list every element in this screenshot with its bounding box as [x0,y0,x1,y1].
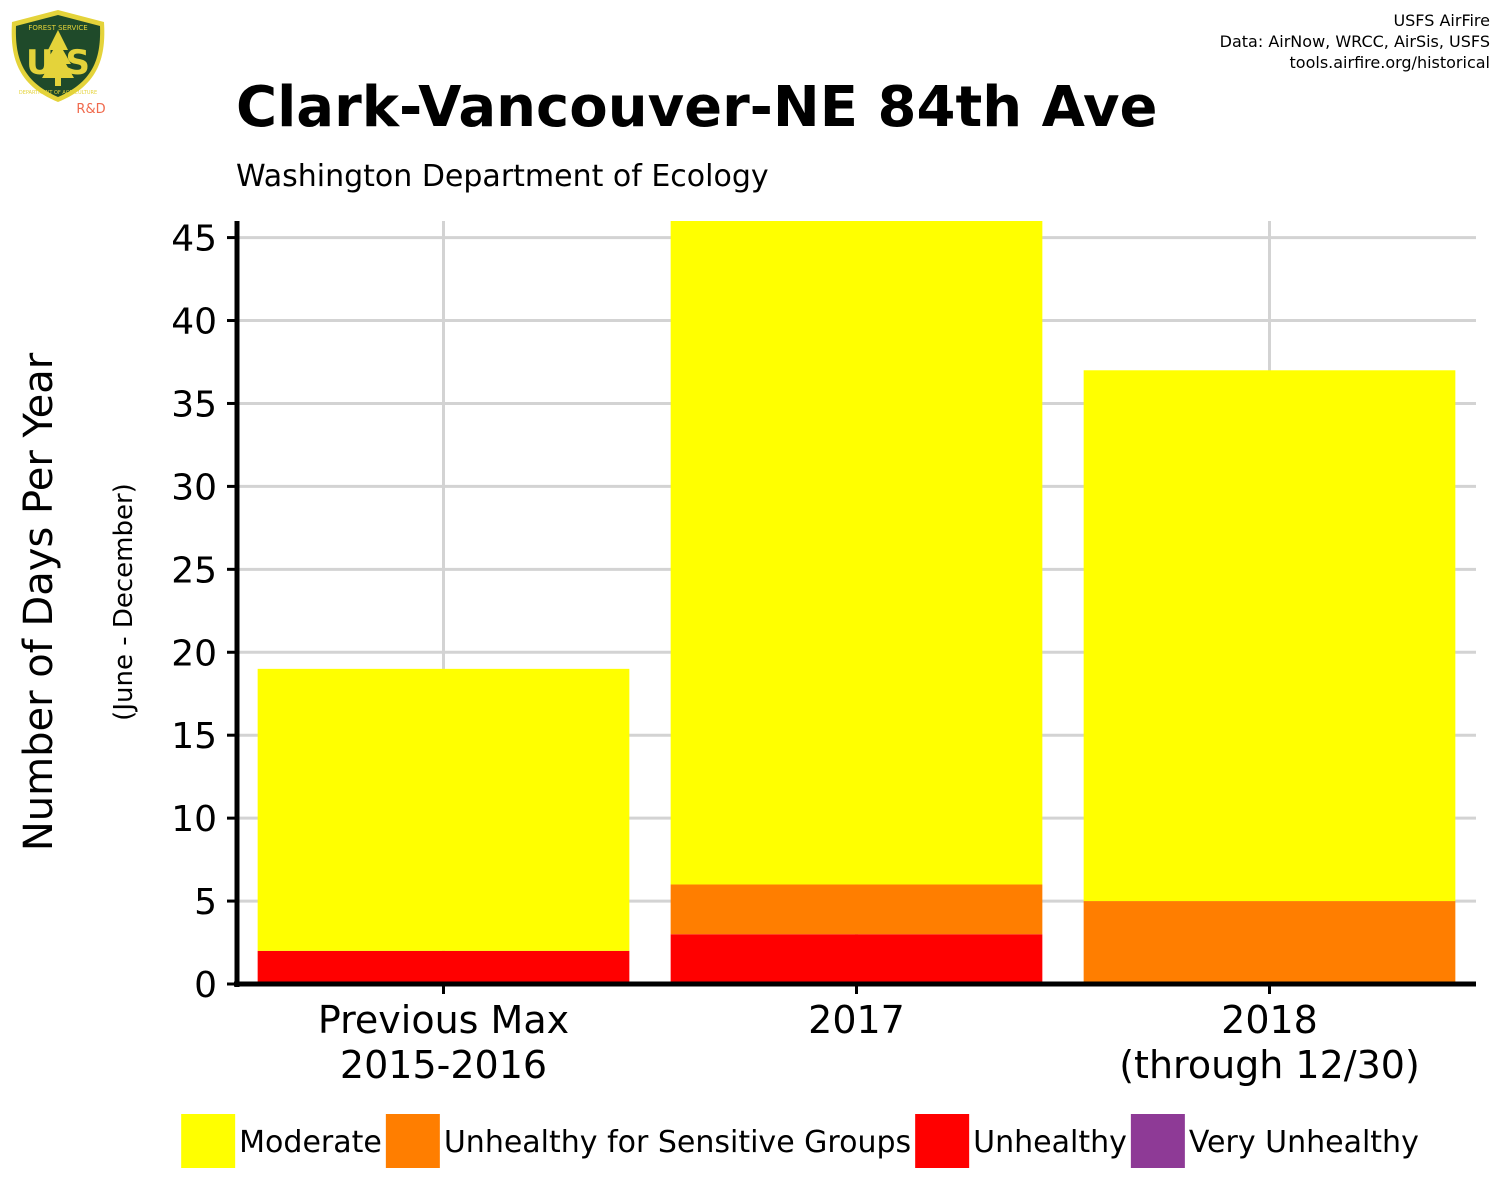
credit-line-1: USFS AirFire [1393,11,1490,30]
bar-segment [670,884,1043,935]
credit-line-2: Data: AirNow, WRCC, AirSis, USFS [1220,32,1490,51]
legend-swatch [385,1114,440,1168]
y-tick-label: 20 [171,633,217,674]
logo-top-text: FOREST SERVICE [28,24,87,32]
logo-rd-tag: R&D [76,102,105,117]
legend-swatch [181,1114,236,1168]
bar-segment [1083,370,1456,902]
legend-label: Moderate [239,1125,382,1160]
legend-swatch [915,1114,970,1168]
legend-label: Unhealthy [973,1125,1127,1160]
bar-segment [1083,901,1456,984]
axes [227,221,1476,994]
y-tick-label: 15 [171,716,217,757]
legend-label: Unhealthy for Sensitive Groups [444,1125,911,1160]
bar-segment [257,668,630,951]
x-tick-label: Previous Max [318,998,569,1042]
legend-label: Very Unhealthy [1189,1125,1419,1160]
bar-segment [670,221,1043,885]
chart-title: Clark-Vancouver-NE 84th Ave [236,75,1157,140]
bars [257,221,1456,984]
logo-bottom-text: DEPARTMENT OF AGRICULTURE [19,90,97,96]
y-axis-subtitle: (June - December) [109,483,139,721]
y-tick-label: 30 [171,467,217,508]
x-tick-label: 2018 [1221,998,1318,1042]
y-tick-label: 35 [171,384,217,425]
credit-line-3: tools.airfire.org/historical [1290,53,1490,72]
y-tick-label: 45 [171,219,217,260]
x-tick-label: 2015-2016 [340,1043,547,1087]
tree-trunk-icon [55,78,61,86]
y-tick-label: 25 [171,550,217,591]
y-tick-label: 0 [194,965,217,1006]
legend-swatch [1130,1114,1185,1168]
y-axis-title: Number of Days Per Year [16,352,62,851]
legend: Moderate Unhealthy for Sensitive Groups Un… [181,1114,1419,1168]
x-tick-label: (through 12/30) [1119,1043,1420,1087]
logo-letters: U S [26,43,90,83]
usfs-shield-logo: FOREST SERVICE U S DEPARTMENT OF AGRICUL… [11,10,106,117]
x-tick-label: 2017 [808,998,905,1042]
bar-segment [670,934,1043,984]
y-tick-label: 40 [171,302,217,343]
pine-tree-icon [42,30,74,78]
y-tick-label: 5 [194,882,217,923]
y-tick-label: 10 [171,799,217,840]
chart-subtitle: Washington Department of Ecology [236,159,769,194]
bar-segment [257,950,630,984]
